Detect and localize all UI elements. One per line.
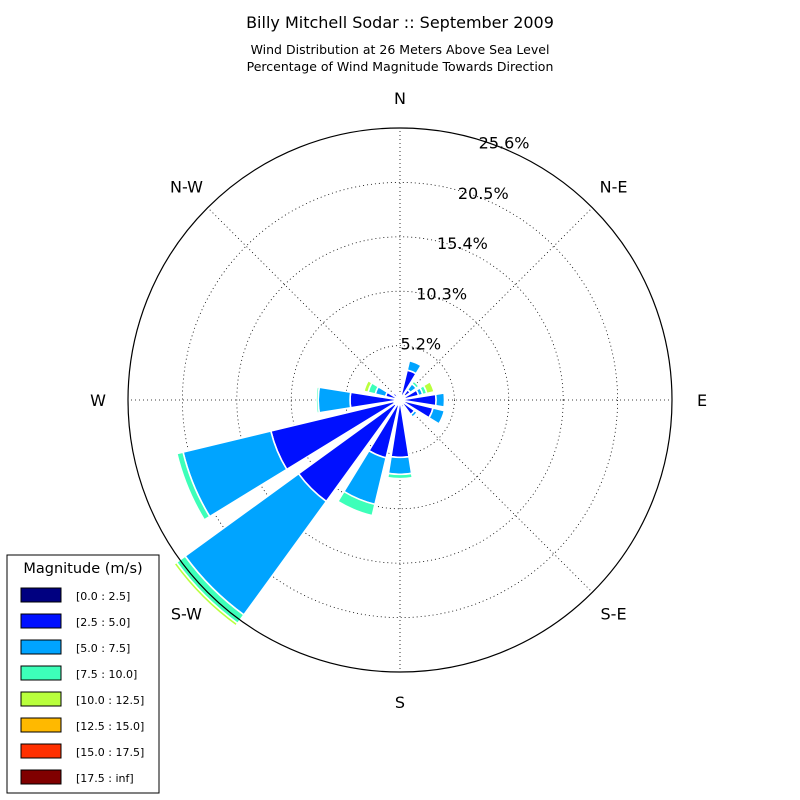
direction-label-s: S — [395, 693, 405, 712]
direction-label-se: S-E — [601, 605, 627, 624]
legend-swatch — [20, 665, 62, 681]
legend-label: [7.5 : 10.0] — [76, 668, 137, 681]
legend-title: Magnitude (m/s) — [23, 561, 142, 577]
legend-swatch — [20, 769, 62, 785]
radial-tick-label: 5.2% — [400, 335, 441, 354]
chart-subtitle-line-1: Wind Distribution at 26 Meters Above Sea… — [251, 42, 550, 57]
direction-label-ne: N-E — [600, 177, 628, 196]
direction-label-e: E — [697, 391, 707, 410]
legend-swatch — [20, 717, 62, 733]
sector-180-bin-3 — [387, 455, 413, 476]
grid-ring-1 — [345, 345, 455, 455]
legend-label: [5.0 : 7.5] — [76, 642, 130, 655]
plot-outer-ring — [127, 127, 673, 673]
grid-ring-3 — [236, 236, 564, 564]
legend-label: [0.0 : 2.5] — [76, 590, 130, 603]
sector-315-bin-2 — [392, 392, 400, 400]
grid-spoke-135 — [399, 399, 593, 593]
grid-spoke-45 — [399, 207, 593, 401]
legend: Magnitude (m/s) [0.0 : 2.5] [2.5 : 5.0] [5… — [6, 554, 160, 794]
sector-270-bin-3 — [317, 386, 352, 414]
radial-tick-label: 25.6% — [479, 134, 530, 153]
sector-22.5-bin-3 — [406, 359, 423, 375]
sector-292.5-bin-5 — [362, 379, 374, 394]
sector-247.5-bin-4 — [175, 451, 211, 522]
sector-202.5-bin-4 — [336, 490, 376, 517]
radial-tick-label: 10.3% — [416, 284, 467, 303]
sector-180-bin-4 — [386, 472, 414, 480]
sector-135-bin-3 — [409, 409, 419, 419]
legend-swatch — [20, 613, 62, 629]
legend-swatch — [20, 587, 62, 603]
sector-90-bin-3 — [434, 392, 446, 408]
grid-spoke-315 — [207, 207, 401, 401]
legend-label: [10.0 : 12.5] — [76, 694, 144, 707]
sector-45-bin-4 — [410, 379, 421, 390]
radial-tick-label: 15.4% — [437, 234, 488, 253]
direction-label-n: N — [394, 89, 406, 108]
sector-337.5-bin-2 — [395, 392, 401, 399]
legend-swatch — [20, 639, 62, 655]
legend-label: [17.5 : inf] — [76, 772, 134, 785]
radial-tick-label: 20.5% — [458, 184, 509, 203]
legend-label: [12.5 : 15.0] — [76, 720, 144, 733]
sector-270-bin-4 — [315, 385, 321, 415]
direction-label-nw: N-W — [170, 177, 203, 196]
legend-swatch — [20, 691, 62, 707]
sector-225-bin-5 — [172, 561, 239, 628]
legend-label: [2.5 : 5.0] — [76, 616, 130, 629]
sector-67.5-bin-5 — [422, 380, 436, 395]
direction-label-sw: S-W — [171, 605, 202, 624]
wind-sectors — [172, 359, 447, 628]
sector-90-bin-4 — [443, 391, 447, 409]
legend-swatch — [20, 743, 62, 759]
grid-ring-4 — [181, 181, 619, 619]
legend-label: [15.0 : 17.5] — [76, 746, 144, 759]
direction-labels: N N-E E S-E S S-W W N-W — [90, 89, 707, 712]
chart-subtitle-line-2: Percentage of Wind Magnitude Towards Dir… — [247, 59, 554, 74]
chart-title: Billy Mitchell Sodar :: September 2009 — [246, 13, 554, 32]
direction-label-w: W — [90, 391, 106, 410]
sector-112.5-bin-3 — [427, 406, 446, 425]
radial-tick-labels: 5.2% 10.3% 15.4% 20.5% 25.6% — [400, 134, 529, 354]
